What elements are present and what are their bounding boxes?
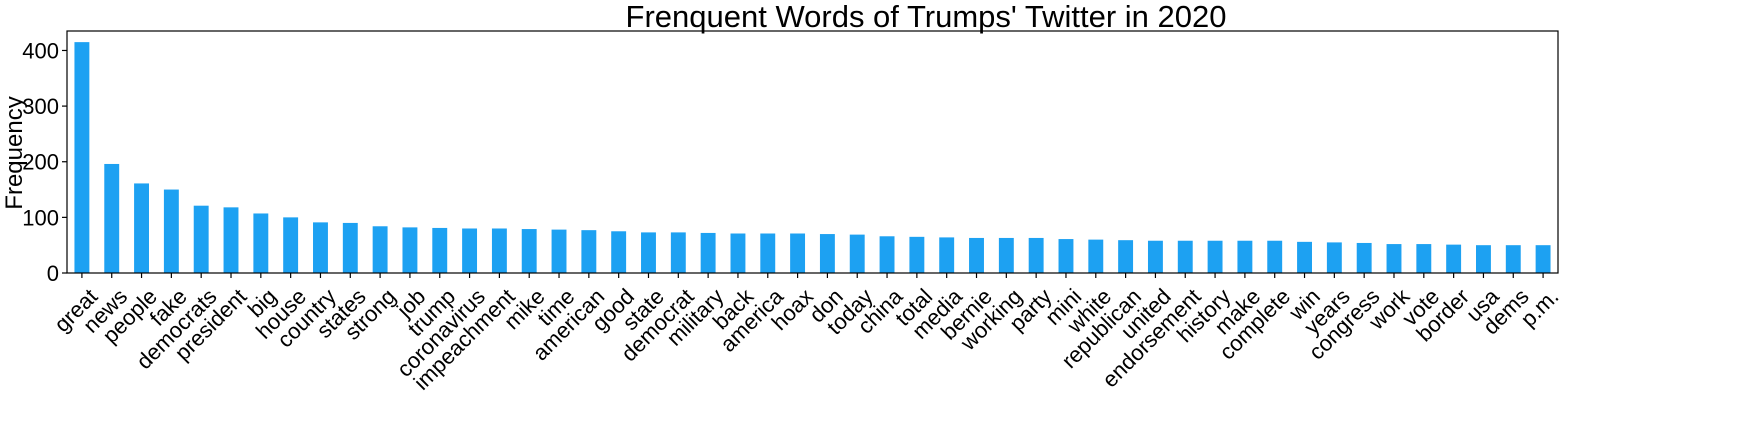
bar-fake [163, 189, 179, 273]
y-tick-label: 200 [22, 150, 59, 175]
bar-dems [1505, 245, 1521, 273]
y-tick-label: 400 [22, 38, 59, 63]
bar-democrat [670, 232, 686, 273]
y-tick-label: 100 [22, 205, 59, 230]
bar-mike [521, 229, 537, 273]
bar-time [551, 229, 567, 273]
bar-bernie [969, 237, 984, 273]
bar-history [1207, 240, 1223, 273]
bar-house [283, 217, 299, 273]
bar-p.m. [1535, 245, 1551, 273]
bar-don [819, 234, 835, 273]
bar-work [1386, 244, 1402, 273]
bar-military [700, 232, 716, 273]
bar-democrats [193, 205, 209, 273]
bar-strong [372, 226, 388, 273]
bar-american [581, 230, 597, 273]
bar-america [760, 233, 776, 273]
bar-years [1326, 242, 1342, 273]
bar-vote [1416, 244, 1432, 273]
bar-make [1237, 240, 1253, 273]
bar-country [313, 222, 328, 273]
bar-white [1088, 239, 1104, 273]
chart-title: Frenquent Words of Trumps' Twitter in 20… [626, 0, 1227, 34]
bar-impeachment [491, 228, 507, 273]
bar-news [104, 163, 120, 273]
y-axis-label: Frequency [1, 96, 28, 209]
bar-people [134, 183, 149, 273]
bar-today [849, 234, 865, 273]
bar-party [1028, 237, 1044, 273]
bar-united [1147, 240, 1163, 273]
bar-mini [1058, 239, 1074, 273]
plot-frame [66, 30, 1559, 274]
bar-total [909, 236, 925, 273]
bar-win [1297, 241, 1312, 273]
bar-states [342, 222, 358, 273]
bar-congress [1356, 242, 1372, 273]
bar-president [223, 207, 239, 273]
bar-media [939, 237, 955, 273]
bar-endorsement [1177, 240, 1193, 273]
bars-layer [74, 42, 1551, 273]
bar-back [730, 233, 746, 273]
bar-usa [1476, 245, 1491, 273]
bar-coronavirus [462, 228, 478, 273]
x-axis-ticks: greatnewspeoplefakedemocratspresidentbig… [49, 273, 1564, 395]
bar-trump [432, 227, 448, 273]
bar-complete [1267, 240, 1283, 273]
y-axis-ticks: 0 100 200 300 400 [22, 38, 67, 286]
bar-great [74, 42, 90, 273]
bar-china [879, 236, 895, 273]
bar-big [253, 213, 269, 273]
bar-job [402, 227, 418, 273]
y-tick-label: 0 [47, 261, 59, 286]
bar-border [1446, 244, 1462, 273]
y-tick-label: 300 [22, 94, 59, 119]
bar-good [611, 231, 627, 273]
bar-hoax [790, 233, 806, 273]
bar-state [641, 232, 656, 273]
bar-republican [1118, 240, 1134, 273]
bar-working [998, 237, 1014, 273]
